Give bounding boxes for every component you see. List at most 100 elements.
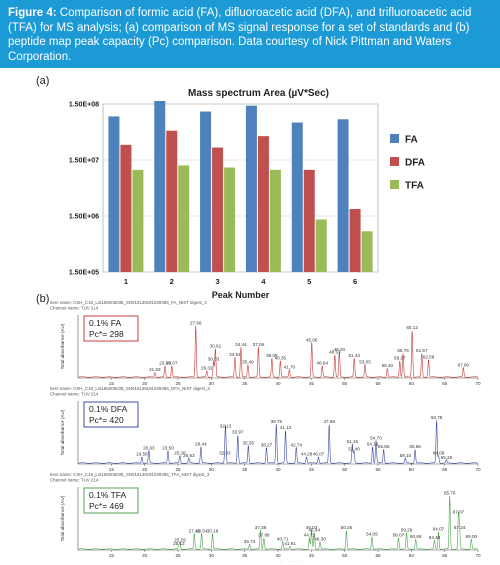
peak-label: 38.27	[261, 442, 273, 447]
peak-label: 30.18	[207, 528, 219, 533]
peak-label: 25.28	[174, 450, 186, 455]
x-tick-label: 25	[175, 381, 181, 386]
peak-label: 25.13	[173, 541, 185, 546]
peak-label: 34.44	[235, 342, 247, 347]
peak-label: 21.53	[149, 367, 161, 372]
peak-label: 33.54	[229, 352, 241, 357]
x-tick-label: 70	[475, 381, 481, 386]
legend-label-dfa: DFA	[405, 158, 425, 169]
legend-label-tfa: TFA	[405, 181, 424, 192]
x-tick-label: 50	[342, 381, 348, 386]
peak-label: 44.28	[301, 452, 313, 457]
peak-label: 46.30	[314, 536, 326, 541]
bar-tfa-peak-6	[361, 231, 373, 272]
peak-label: 46.64	[317, 361, 329, 366]
peak-label: 69.00	[466, 534, 478, 539]
bar-plot-area	[102, 103, 379, 273]
chromatogram-tfa-box-label: 0.1% TFA	[89, 490, 126, 500]
peak-label: 30.33	[208, 356, 220, 361]
y-axis-label: Total absorbance (AU)	[60, 409, 65, 455]
peak-label: 26.63	[183, 453, 195, 458]
chromatogram-dfa-label-box	[83, 401, 139, 428]
peak-label: 59.10	[400, 453, 412, 458]
x-tick-label: 25	[175, 553, 181, 558]
peak-label: 60.66	[410, 534, 422, 539]
peak-label: 63.48	[429, 535, 441, 540]
y-tick-label: 1.50E+07	[69, 158, 99, 165]
chromatogram-tfa-label-box	[83, 487, 139, 514]
peak-label: 65.76	[444, 490, 456, 495]
peak-label: 58.76	[397, 348, 409, 353]
peak-label: 54.19	[367, 442, 379, 447]
peak-label: 27.45	[189, 528, 201, 533]
chromatogram-dfa-box-label: 0.1% DFA	[89, 404, 128, 414]
chromatogram-fa-box-label: 0.1% FA	[89, 318, 121, 328]
x-tick-label: 65	[442, 467, 448, 472]
peak-label: 29.32	[201, 366, 213, 371]
peak-label: 51.40	[348, 447, 360, 452]
chromatogram-panel: Item name: CSH_C18_Lot186006038_SN015139…	[50, 300, 481, 562]
bar-dfa-peak-1	[120, 144, 132, 272]
peak-label: 20.63	[143, 445, 155, 450]
peak-label: 54.70	[370, 435, 382, 440]
bar-tfa-peak-4	[269, 169, 281, 272]
x-tick-label: 40	[275, 553, 281, 558]
peak-label: 53.05	[359, 359, 371, 364]
x-tick-label: 50	[342, 467, 348, 472]
bar-dfa-peak-6	[349, 209, 361, 272]
x-tick-label: 1	[124, 277, 128, 286]
bar-dfa-peak-4	[257, 136, 269, 272]
x-axis-label: Retention Time (min)	[257, 561, 300, 562]
y-axis-label: Total absorbance (AU)	[60, 323, 65, 369]
peak-label: 64.08	[433, 450, 445, 455]
peak-label: 27.66	[190, 320, 202, 325]
x-tick-label: 55	[375, 553, 381, 558]
chromatogram-tfa-trace	[77, 495, 478, 550]
chromatogram-dfa-trace	[77, 420, 478, 464]
y-tick-label: 1.50E+05	[69, 270, 99, 277]
bar-chart-title: Mass spectrum Area (µV*Sec)	[188, 88, 329, 99]
peak-label: 51.43	[348, 353, 360, 358]
legend-swatch-fa	[390, 134, 399, 143]
bar-dfa-peak-2	[166, 130, 178, 272]
bar-dfa-peak-3	[212, 147, 224, 272]
x-tick-label: 6	[353, 277, 357, 286]
peak-label: 23.50	[162, 445, 174, 450]
figure-caption-label: Figure 4:	[8, 7, 57, 19]
bar-fa-peak-3	[200, 111, 212, 272]
x-tick-label: 70	[475, 467, 481, 472]
peak-label: 32.13	[220, 423, 232, 428]
peak-label: 67.07	[453, 509, 465, 514]
peak-label: 56.40	[382, 363, 394, 368]
x-tick-label: 45	[309, 381, 315, 386]
peak-label: 51.15	[347, 439, 359, 444]
x-tick-label: 20	[142, 467, 148, 472]
panel-b-label: (b)	[36, 293, 50, 305]
x-axis-label: Peak Number	[212, 290, 270, 300]
peak-label: 59.28	[401, 528, 413, 533]
peak-label: 49.20	[334, 347, 346, 352]
peak-label: 33.97	[232, 430, 244, 435]
bar-tfa-peak-1	[132, 169, 144, 272]
peak-label: 54.09	[366, 531, 378, 536]
x-tick-label: 55	[375, 467, 381, 472]
x-tick-label: 15	[109, 467, 115, 472]
y-tick-label: 1.50E+06	[69, 214, 99, 221]
bar-tfa-peak-2	[178, 165, 190, 272]
peak-label: 39.75	[271, 419, 283, 424]
peak-label: 35.49	[242, 359, 254, 364]
peak-label: 47.68	[323, 419, 335, 424]
peak-label: 24.07	[166, 361, 178, 366]
x-tick-label: 20	[142, 381, 148, 386]
x-tick-label: 5	[307, 277, 311, 286]
x-tick-label: 55	[375, 381, 381, 386]
chromatogram-tfa-item-name: Item name: CSH_C18_Lot186006038_SN015139…	[50, 472, 210, 477]
peak-label: 45.03	[306, 525, 318, 530]
x-tick-label: 60	[409, 381, 415, 386]
peak-label: 62.58	[423, 354, 435, 359]
y-axis-label: Total absorbance (AU)	[60, 495, 65, 541]
x-tick-label: 40	[275, 381, 281, 386]
peak-label: 19.58	[136, 452, 148, 457]
x-tick-label: 30	[209, 381, 215, 386]
chromatogram-dfa-item-name: Item name: CSH_C18_Lot186006038_SN015139…	[50, 386, 210, 391]
